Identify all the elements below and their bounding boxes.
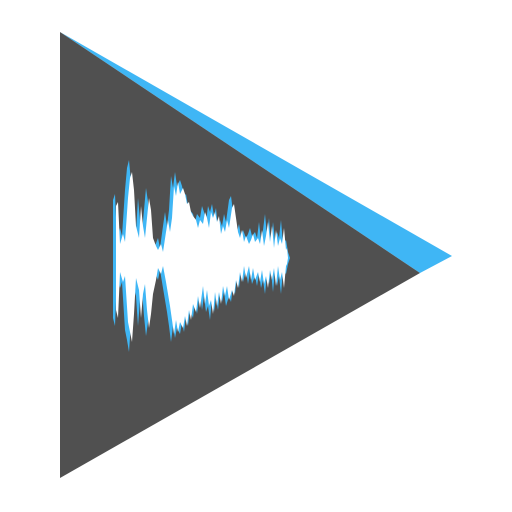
play-triangle-accent (60, 32, 452, 273)
audio-waveform-icon (113, 160, 290, 352)
waveform-fill (116, 172, 288, 342)
